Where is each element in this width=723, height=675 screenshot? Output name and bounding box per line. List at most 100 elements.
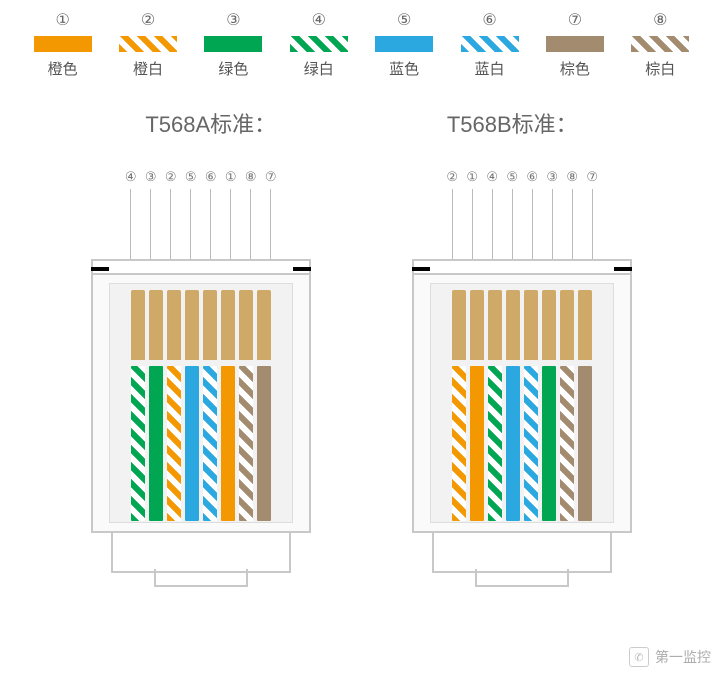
legend-swatch <box>461 36 519 52</box>
legend-item: ⑦ 棕色 <box>537 10 612 79</box>
connector-t568a: ④③②⑤⑥①⑧⑦ <box>91 169 311 573</box>
gold-pin <box>524 290 538 360</box>
legend-number: ⑦ <box>568 10 582 30</box>
lead-line <box>222 189 240 259</box>
lead-line <box>483 189 501 259</box>
pin-order-num: ⑧ <box>563 169 581 185</box>
gold-pin <box>488 290 502 360</box>
legend-swatch <box>204 36 262 52</box>
legend-item: ② 橙白 <box>111 10 186 79</box>
lead-line <box>463 189 481 259</box>
legend-swatch <box>119 36 177 52</box>
rj45-connector <box>91 259 311 573</box>
gold-pin <box>257 290 271 360</box>
wire <box>524 366 538 521</box>
legend-item: ① 橙色 <box>25 10 100 79</box>
legend-number: ⑥ <box>482 10 496 30</box>
wire <box>452 366 466 521</box>
legend-number: ① <box>56 10 70 30</box>
legend-swatch <box>631 36 689 52</box>
rj45-clip <box>111 533 291 573</box>
lead-line <box>543 189 561 259</box>
wire <box>506 366 520 521</box>
pin-order-num: ⑦ <box>262 169 280 185</box>
lead-line <box>563 189 581 259</box>
legend-item: ⑥ 蓝白 <box>452 10 527 79</box>
standard-titles: T568A标准： T568B标准： <box>0 107 723 139</box>
pin-order-labels: ②①④⑤⑥③⑧⑦ <box>443 169 601 185</box>
legend-swatch <box>375 36 433 52</box>
lead-line <box>262 189 280 259</box>
legend-label: 绿色 <box>218 58 248 79</box>
rj45-clip <box>432 533 612 573</box>
wire <box>185 366 199 521</box>
connector-t568b: ②①④⑤⑥③⑧⑦ <box>412 169 632 573</box>
wire <box>203 366 217 521</box>
pin-order-num: ⑦ <box>583 169 601 185</box>
wire <box>167 366 181 521</box>
wire <box>131 366 145 521</box>
wire <box>488 366 502 521</box>
rj45-connector <box>412 259 632 573</box>
legend-number: ⑧ <box>653 10 667 30</box>
gold-pin <box>506 290 520 360</box>
lead-line <box>242 189 260 259</box>
gold-pin <box>239 290 253 360</box>
gold-pin <box>203 290 217 360</box>
lead-line <box>182 189 200 259</box>
lead-line <box>523 189 541 259</box>
legend-item: ⑤ 蓝色 <box>367 10 442 79</box>
pin-order-num: ③ <box>142 169 160 185</box>
legend-swatch <box>546 36 604 52</box>
color-legend: ①橙色②橙白③绿色④绿白⑤蓝色⑥蓝白⑦棕色⑧棕白 <box>0 0 723 79</box>
rj45-body <box>91 273 311 533</box>
lead-line <box>122 189 140 259</box>
gold-pin <box>185 290 199 360</box>
pin-order-num: ⑤ <box>182 169 200 185</box>
wire <box>470 366 484 521</box>
lead-line <box>583 189 601 259</box>
gold-pin <box>542 290 556 360</box>
gold-pins <box>116 290 286 360</box>
lead-line <box>162 189 180 259</box>
gold-pin <box>131 290 145 360</box>
connectors-row: ④③②⑤⑥①⑧⑦ ②①④⑤⑥③⑧⑦ <box>0 169 723 573</box>
rj45-top <box>412 259 632 273</box>
title-t568a: T568A标准： <box>145 107 276 139</box>
wire-row <box>116 366 286 521</box>
gold-pin <box>149 290 163 360</box>
legend-label: 棕色 <box>560 58 590 79</box>
gold-pin <box>167 290 181 360</box>
lead-line <box>202 189 220 259</box>
pin-order-num: ① <box>463 169 481 185</box>
gold-pin <box>470 290 484 360</box>
legend-item: ④绿白 <box>281 10 356 79</box>
wire-row <box>437 366 607 521</box>
lead-line <box>443 189 461 259</box>
legend-number: ⑤ <box>397 10 411 30</box>
rj45-inner <box>430 283 614 523</box>
pin-order-num: ⑤ <box>503 169 521 185</box>
legend-label: 蓝白 <box>475 58 505 79</box>
legend-label: 橙色 <box>48 58 78 79</box>
lead-line <box>142 189 160 259</box>
gold-pins <box>437 290 607 360</box>
title-t568b: T568B标准： <box>447 107 578 139</box>
rj45-body <box>412 273 632 533</box>
gold-pin <box>452 290 466 360</box>
watermark: ✆ 第一监控 <box>629 647 711 667</box>
pin-order-num: ④ <box>483 169 501 185</box>
lead-lines <box>443 189 601 259</box>
wire <box>560 366 574 521</box>
gold-pin <box>560 290 574 360</box>
legend-label: 橙白 <box>133 58 163 79</box>
wire <box>257 366 271 521</box>
gold-pin <box>578 290 592 360</box>
legend-number: ② <box>141 10 155 30</box>
pin-order-num: ③ <box>543 169 561 185</box>
legend-item: ⑧ 棕白 <box>623 10 698 79</box>
legend-label: 蓝色 <box>389 58 419 79</box>
wire <box>221 366 235 521</box>
legend-label: 棕白 <box>645 58 675 79</box>
pin-order-labels: ④③②⑤⑥①⑧⑦ <box>122 169 280 185</box>
